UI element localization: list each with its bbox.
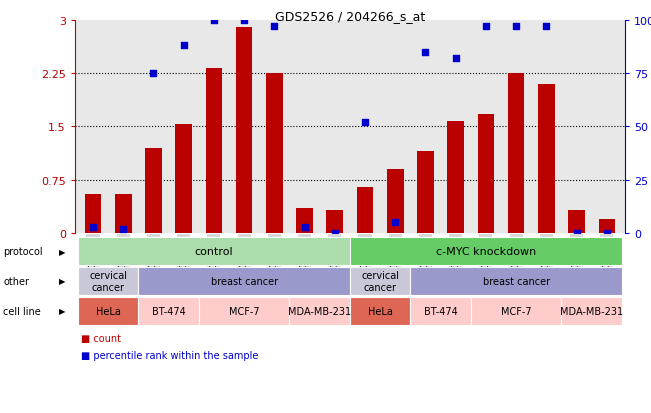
Bar	[266, 74, 283, 233]
Point	[88, 224, 98, 230]
Bar	[290, 297, 350, 325]
Text: breast cancer: breast cancer	[210, 276, 278, 286]
Bar	[471, 297, 561, 325]
Text: ▶: ▶	[59, 247, 65, 256]
Point	[178, 43, 189, 50]
Text: GDS2526 / 204266_s_at: GDS2526 / 204266_s_at	[275, 10, 425, 23]
Text: HeLa: HeLa	[368, 306, 393, 316]
Bar	[357, 187, 373, 233]
Bar	[478, 115, 494, 233]
Point	[480, 24, 491, 30]
Bar	[387, 169, 404, 233]
Bar	[199, 297, 290, 325]
Bar	[561, 297, 622, 325]
Point	[602, 230, 612, 237]
Point	[239, 17, 249, 24]
Point	[299, 224, 310, 230]
Text: ▶: ▶	[59, 277, 65, 286]
Bar	[538, 84, 555, 233]
Text: HeLa: HeLa	[96, 306, 120, 316]
Bar	[206, 69, 222, 233]
Bar	[568, 211, 585, 233]
Bar	[236, 28, 253, 233]
Bar	[410, 297, 471, 325]
Point	[269, 24, 279, 30]
Text: MDA-MB-231: MDA-MB-231	[560, 306, 623, 316]
Text: control: control	[195, 247, 233, 256]
Text: MCF-7: MCF-7	[501, 306, 531, 316]
Bar	[350, 237, 622, 266]
Text: other: other	[3, 276, 29, 286]
Text: c-MYC knockdown: c-MYC knockdown	[436, 247, 536, 256]
Point	[209, 17, 219, 24]
Bar	[410, 267, 622, 295]
Point	[148, 71, 159, 77]
Point	[541, 24, 551, 30]
Bar	[175, 125, 192, 233]
Point	[360, 119, 370, 126]
Bar	[115, 195, 132, 233]
Point	[572, 230, 582, 237]
Bar	[598, 219, 615, 233]
Bar	[78, 237, 350, 266]
Point	[421, 49, 431, 56]
Bar	[85, 195, 102, 233]
Bar	[138, 297, 199, 325]
Point	[511, 24, 521, 30]
Point	[118, 226, 128, 233]
Bar	[447, 122, 464, 233]
Text: ■ count: ■ count	[81, 334, 121, 344]
Bar	[296, 209, 313, 233]
Bar	[350, 267, 410, 295]
Text: ▶: ▶	[59, 306, 65, 316]
Text: BT-474: BT-474	[424, 306, 458, 316]
Bar	[145, 148, 161, 233]
Bar	[78, 297, 138, 325]
Point	[390, 219, 400, 226]
Text: cervical
cancer: cervical cancer	[89, 271, 127, 292]
Text: cervical
cancer: cervical cancer	[361, 271, 399, 292]
Text: BT-474: BT-474	[152, 306, 186, 316]
Bar	[138, 267, 350, 295]
Point	[329, 230, 340, 237]
Text: MDA-MB-231: MDA-MB-231	[288, 306, 352, 316]
Text: breast cancer: breast cancer	[482, 276, 549, 286]
Bar	[78, 267, 138, 295]
Bar	[350, 297, 410, 325]
Point	[450, 56, 461, 62]
Text: cell line: cell line	[3, 306, 41, 316]
Bar	[508, 74, 525, 233]
Text: MCF-7: MCF-7	[229, 306, 260, 316]
Text: ■ percentile rank within the sample: ■ percentile rank within the sample	[81, 350, 258, 360]
Bar	[417, 152, 434, 233]
Text: protocol: protocol	[3, 247, 43, 256]
Bar	[327, 211, 343, 233]
